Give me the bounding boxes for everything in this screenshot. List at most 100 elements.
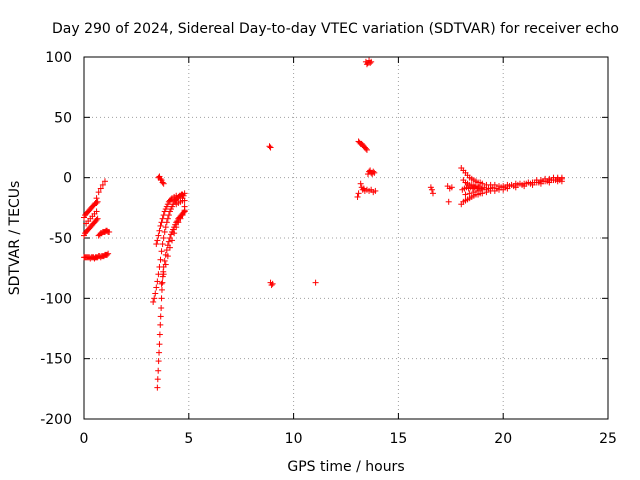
data-point bbox=[94, 215, 101, 222]
y-axis-label: SDTVAR / TECUs bbox=[7, 181, 23, 296]
data-point bbox=[269, 280, 276, 287]
data-point bbox=[150, 298, 157, 305]
data-point bbox=[266, 143, 273, 150]
data-point bbox=[157, 313, 164, 320]
data-point bbox=[159, 279, 166, 286]
data-point bbox=[157, 222, 164, 229]
data-point bbox=[445, 198, 452, 205]
data-point bbox=[483, 186, 490, 193]
data-point bbox=[529, 181, 536, 188]
x-tick-label: 15 bbox=[389, 431, 407, 447]
data-point bbox=[173, 224, 180, 231]
data-point bbox=[158, 280, 165, 287]
data-point bbox=[428, 186, 435, 193]
data-point bbox=[169, 237, 176, 244]
data-point bbox=[160, 271, 167, 278]
data-point bbox=[164, 253, 171, 260]
data-point bbox=[156, 331, 163, 338]
y-tick-label: 50 bbox=[54, 110, 72, 126]
chart-title: Day 290 of 2024, Sidereal Day-to-day VTE… bbox=[52, 21, 619, 37]
data-point bbox=[155, 367, 162, 374]
data-point bbox=[171, 230, 178, 237]
data-point bbox=[160, 235, 167, 241]
data-point bbox=[151, 295, 158, 302]
data-point bbox=[370, 168, 377, 175]
data-point bbox=[363, 61, 370, 68]
data-point bbox=[158, 295, 165, 302]
data-point bbox=[429, 190, 436, 197]
y-tick-label: -100 bbox=[40, 291, 72, 307]
y-tick-label: 100 bbox=[45, 50, 72, 66]
data-point bbox=[165, 238, 172, 245]
data-point bbox=[167, 196, 174, 203]
data-point bbox=[165, 212, 172, 219]
data-point bbox=[158, 286, 165, 293]
x-tick-label: 20 bbox=[494, 431, 512, 447]
x-tick-label: 25 bbox=[599, 431, 617, 447]
data-point bbox=[355, 190, 362, 197]
data-point bbox=[99, 181, 106, 188]
data-point bbox=[93, 208, 100, 215]
x-tick-label: 5 bbox=[184, 431, 193, 447]
grid-layer bbox=[84, 57, 608, 419]
y-tick-label: -200 bbox=[40, 412, 72, 428]
data-point bbox=[558, 174, 565, 181]
data-point bbox=[462, 191, 469, 198]
data-point bbox=[521, 183, 528, 190]
x-tick-label: 10 bbox=[285, 431, 303, 447]
data-point bbox=[357, 180, 364, 187]
data-point bbox=[156, 349, 163, 356]
data-point bbox=[163, 219, 170, 226]
data-point bbox=[179, 212, 186, 219]
data-point bbox=[93, 216, 100, 223]
x-tick-label: 0 bbox=[80, 431, 89, 447]
data-point bbox=[546, 175, 553, 182]
data-point bbox=[158, 248, 165, 255]
tick-layer: 0 5 10 15 20 25 -200 -150 -100 -50 0 50 100 bbox=[40, 50, 617, 447]
data-point bbox=[504, 185, 511, 192]
data-point bbox=[154, 278, 161, 285]
data-point bbox=[93, 195, 100, 202]
data-point bbox=[95, 189, 102, 196]
data-point bbox=[155, 232, 162, 239]
data-point bbox=[470, 189, 477, 196]
data-point bbox=[154, 384, 161, 391]
data-point bbox=[158, 219, 165, 226]
data-point bbox=[163, 247, 170, 254]
y-tick-label: 0 bbox=[63, 171, 72, 187]
data-point bbox=[368, 58, 375, 65]
data-points bbox=[81, 57, 565, 391]
data-point bbox=[105, 250, 112, 257]
data-point bbox=[159, 179, 166, 186]
data-point bbox=[362, 145, 369, 152]
data-point bbox=[162, 261, 169, 268]
data-point bbox=[367, 60, 374, 67]
data-point bbox=[157, 321, 164, 328]
data-point bbox=[493, 185, 500, 192]
data-point bbox=[475, 187, 482, 194]
data-point bbox=[97, 185, 104, 192]
data-point bbox=[155, 358, 162, 365]
data-point bbox=[104, 251, 111, 258]
data-point bbox=[161, 257, 168, 264]
data-point bbox=[152, 290, 159, 297]
data-point bbox=[312, 279, 319, 286]
data-point bbox=[175, 219, 182, 226]
data-point bbox=[158, 304, 165, 311]
data-point bbox=[372, 187, 379, 194]
data-point bbox=[166, 244, 173, 251]
data-point bbox=[162, 224, 169, 231]
data-point bbox=[159, 215, 166, 222]
data-point bbox=[448, 184, 455, 191]
data-point bbox=[164, 215, 171, 222]
data-point bbox=[267, 144, 274, 151]
data-point bbox=[157, 256, 164, 263]
y-tick-label: -150 bbox=[40, 352, 72, 368]
data-point bbox=[371, 169, 378, 176]
data-point bbox=[161, 228, 168, 235]
data-point bbox=[177, 215, 184, 222]
data-point bbox=[101, 178, 108, 185]
data-point bbox=[94, 198, 101, 205]
data-point bbox=[160, 212, 167, 219]
data-point bbox=[479, 180, 486, 187]
